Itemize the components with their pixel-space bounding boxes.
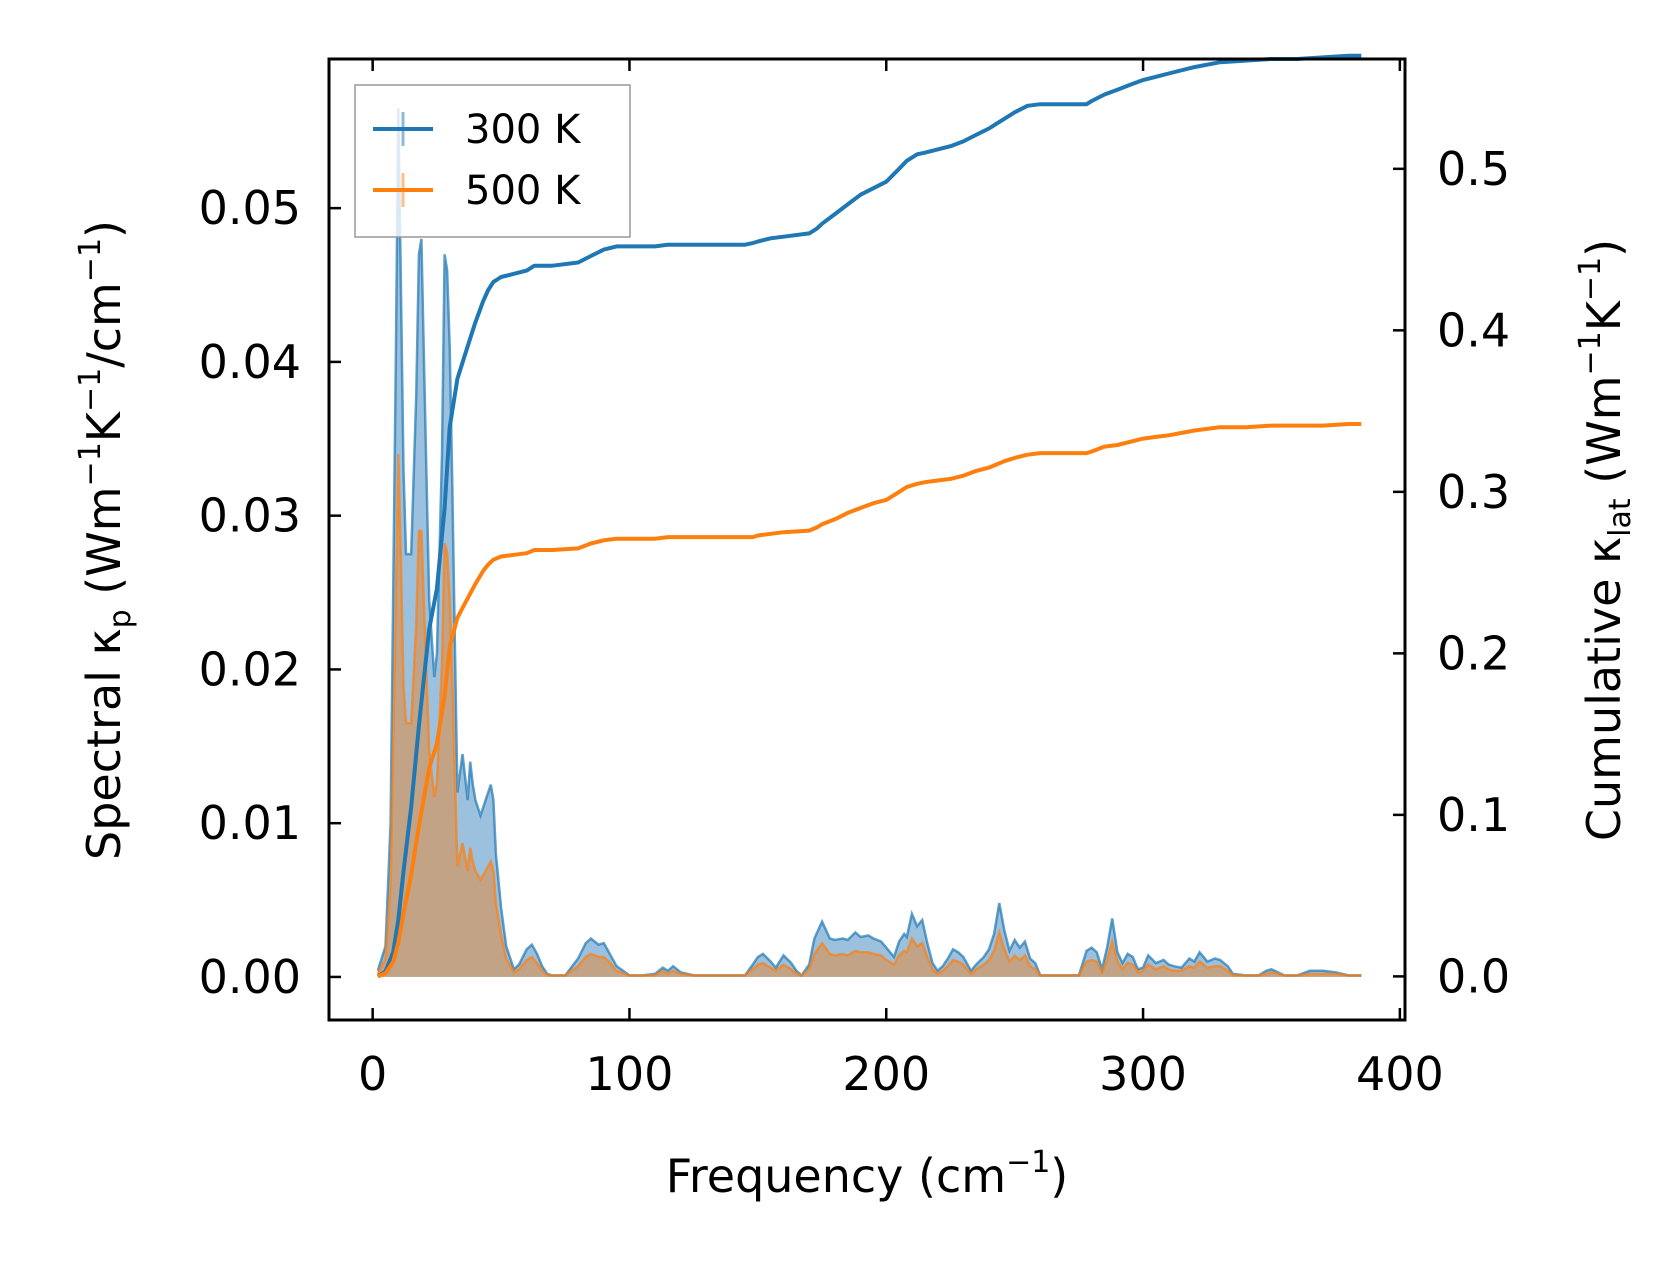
spectral-line-300k <box>376 108 1362 978</box>
y-left-tick-label: 0.05 <box>199 181 301 235</box>
y-right-tick-label: 0.2 <box>1437 626 1510 680</box>
x-axis: 0 100 200 300 400 <box>358 59 1444 1101</box>
spectral-area-300k <box>377 108 1362 977</box>
spectral-lines <box>376 108 1362 978</box>
plot-frame <box>327 57 1407 1022</box>
spectral-line-500k <box>376 454 1362 977</box>
x-tick-label: 100 <box>586 1047 674 1101</box>
legend: 300 K 500 K <box>354 84 631 238</box>
y-left-tick-label: 0.01 <box>199 796 301 850</box>
y-left-tick-label: 0.03 <box>199 489 301 543</box>
x-axis-title: Frequency (cm−1) <box>666 1145 1069 1203</box>
cumulative-lines <box>376 53 1362 979</box>
y-right-tick-label: 0.4 <box>1437 303 1510 357</box>
y-axis-left: 0.00 0.01 0.02 0.03 0.04 0.05 <box>199 181 341 1004</box>
y-right-tick-label: 0.5 <box>1437 142 1510 196</box>
y-right-tick-label: 0.3 <box>1437 465 1510 519</box>
x-tick-label: 300 <box>1099 1047 1187 1101</box>
y-left-tick-label: 0.00 <box>199 950 301 1004</box>
y-axis-left-title: Spectral κp (Wm−1K−1/cm−1) <box>73 220 138 860</box>
spectral-area-500k <box>377 454 1362 977</box>
y-left-tick-label: 0.04 <box>199 335 301 389</box>
cumulative-line-300k <box>376 53 1362 979</box>
legend-label-500k: 500 K <box>465 168 582 214</box>
cumulative-line-500k <box>377 422 1362 979</box>
legend-label-300k: 300 K <box>465 107 582 153</box>
x-tick-label: 400 <box>1356 1047 1444 1101</box>
spectral-fills <box>377 108 1362 977</box>
y-left-tick-label: 0.02 <box>199 642 301 696</box>
y-right-tick-label: 0.0 <box>1437 949 1510 1003</box>
y-axis-right: 0.0 0.1 0.2 0.3 0.4 0.5 <box>1393 142 1510 1003</box>
legend-box <box>354 84 631 238</box>
x-tick-label: 0 <box>358 1047 387 1101</box>
y-axis-right-title: Cumulative κlat (Wm−1K−1) <box>1573 239 1638 841</box>
x-tick-label: 200 <box>842 1047 930 1101</box>
y-right-tick-label: 0.1 <box>1437 788 1510 842</box>
